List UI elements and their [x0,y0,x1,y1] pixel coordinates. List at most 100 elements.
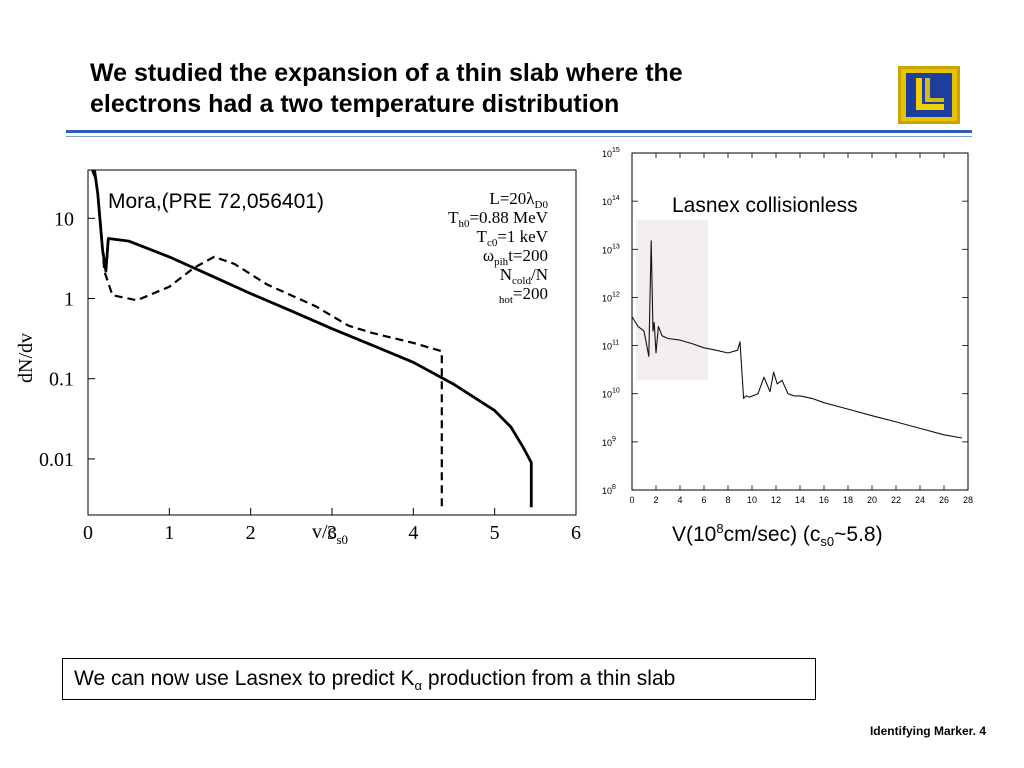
title-underline [66,130,972,133]
mora-x-tick-label: 4 [408,522,418,544]
lasnex-y-tick-label: 108 [602,484,616,496]
lasnex-y-tick-base: 10 [602,149,612,159]
conclusion-prefix: We can now use Lasnex to predict K [74,667,415,690]
lasnex-y-tick-base: 10 [602,342,612,352]
lasnex-y-tick-exp: 15 [612,147,620,154]
lasnex-y-tick-base: 10 [602,197,612,207]
lasnex-x-ticks: 0 2 4 6 8 10 12 14 16 18 20 22 24 26 28 [629,153,973,505]
title-underline-thin [66,136,972,137]
mora-param: Ncold/N [500,265,548,287]
mora-param-rest: =200 [513,284,548,303]
lasnex-y-tick-exp: 13 [612,243,620,250]
mora-param: Tc0=1 keV [477,227,549,249]
lasnex-y-tick-base: 10 [602,293,612,303]
lasnex-x-tick-label: 0 [629,495,634,505]
mora-param-sub: pih [494,256,509,268]
lasnex-xlabel-a: V(10 [672,523,717,546]
lasnex-y-tick-label: 1013 [602,243,620,255]
lasnex-x-tick-label: 26 [939,495,949,505]
mora-y-tick-label: 0.1 [49,369,74,391]
lasnex-series [631,240,963,439]
lasnex-y-tick-label: 109 [602,436,616,448]
mora-param-rest: =0.88 MeV [469,208,548,227]
lasnex-y-tick-label: 1011 [602,340,619,352]
conclusion-subscript: α [414,678,422,694]
lasnex-xlabel-b: cm/sec) (c [723,523,821,546]
lasnex-xlabel-a-sup: 8 [716,521,724,536]
lasnex-y-tick-exp: 9 [612,436,616,443]
lasnex-x-tick-label: 22 [891,495,901,505]
lasnex-y-tick-base: 10 [602,245,612,255]
lasnex-annotation: Lasnex collisionless [672,194,858,217]
lasnex-x-tick-label: 18 [843,495,853,505]
mora-param-rest: /N [531,265,548,284]
lasnex-x-tick-label: 2 [653,495,658,505]
mora-param-sub: cold [512,275,531,287]
mora-y-tick-label: 1 [64,289,74,311]
lasnex-x-tick-label: 16 [819,495,829,505]
slide-title-line2: electrons had a two temperature distribu… [90,90,620,118]
mora-series-solid [93,169,533,508]
mora-x-tick-label: 6 [571,522,581,544]
mora-param-main: L=20λ [489,189,535,208]
lasnex-shaded-region [636,220,708,380]
lasnex-x-tick-label: 6 [701,495,706,505]
mora-param-sub: h0 [458,218,470,230]
mora-xlabel: v/cs0 [312,521,348,547]
lasnex-y-tick-base: 10 [602,486,612,496]
mora-y-ticks: 10 1 0.1 0.01 [39,208,95,471]
mora-xlabel-sub: s0 [336,532,348,547]
mora-x-ticks: 0 1 2 3 4 5 6 [83,508,581,544]
lasnex-y-tick-exp: 10 [612,388,620,395]
lasnex-x-tick-label: 24 [915,495,925,505]
lasnex-x-tick-label: 28 [963,495,973,505]
mora-param-rest: =1 keV [497,227,548,246]
lasnex-x-tick-label: 14 [795,495,805,505]
mora-x-tick-label: 2 [246,522,256,544]
mora-y-tick-label: 0.01 [39,449,74,471]
slide-title: We studied the expansion of a thin slab … [90,58,810,120]
mora-x-tick-label: 5 [490,522,500,544]
mora-series [91,169,533,508]
mora-param-rest: t=200 [508,246,548,265]
lasnex-x-tick-label: 4 [677,495,682,505]
lasnex-series-line [631,240,963,439]
mora-param: ωpiht=200 [483,246,548,268]
lasnex-y-tick-label: 1010 [602,388,620,400]
mora-param-sub: c0 [487,237,498,249]
lasnex-x-tick-label: 12 [771,495,781,505]
mora-annotation: Mora,(PRE 72,056401) [108,190,324,213]
mora-x-tick-label: 3 [327,522,337,544]
mora-xlabel-main: v/c [312,521,337,543]
lasnex-x-tick-label: 10 [747,495,757,505]
llnl-logo [898,66,960,124]
lasnex-y-tick-exp: 12 [612,291,620,298]
lasnex-y-tick-exp: 11 [612,340,619,347]
slide-title-line1: We studied the expansion of a thin slab … [90,59,683,87]
mora-param-main: ω [483,246,494,265]
lasnex-y-tick-exp: 8 [612,484,616,491]
lasnex-x-tick-label: 8 [725,495,730,505]
mora-param: Th0=0.88 MeV [448,208,549,230]
mora-series-dashed [91,169,443,508]
mora-param: hot=200 [499,284,548,306]
lasnex-xlabel: V(108cm/sec) (cs0~5.8) [672,521,883,549]
mora-chart: Mora,(PRE 72,056401) dN/dv v/cs0 0 1 2 3 4 5 6… [15,169,581,547]
conclusion-box: We can now use Lasnex to predict Kα prod… [62,658,816,700]
mora-param-sub: hot [499,294,513,306]
mora-x-tick-label: 1 [164,522,174,544]
conclusion-suffix: production from a thin slab [422,667,676,690]
lasnex-y-tick-label: 1015 [602,147,620,159]
mora-y-tick-label: 10 [54,208,74,230]
mora-param: L=20λD0 [489,189,548,211]
mora-x-tick-label: 0 [83,522,93,544]
mora-param-main: T [448,208,459,227]
lasnex-y-tick-label: 1014 [602,195,620,207]
footer-marker: Identifying Marker. 4 [869,724,986,738]
lasnex-y-tick-base: 10 [602,438,612,448]
lasnex-xlabel-c: ~5.8) [834,523,883,546]
lasnex-x-tick-label: 20 [867,495,877,505]
lasnex-y-tick-label: 1012 [602,291,620,303]
